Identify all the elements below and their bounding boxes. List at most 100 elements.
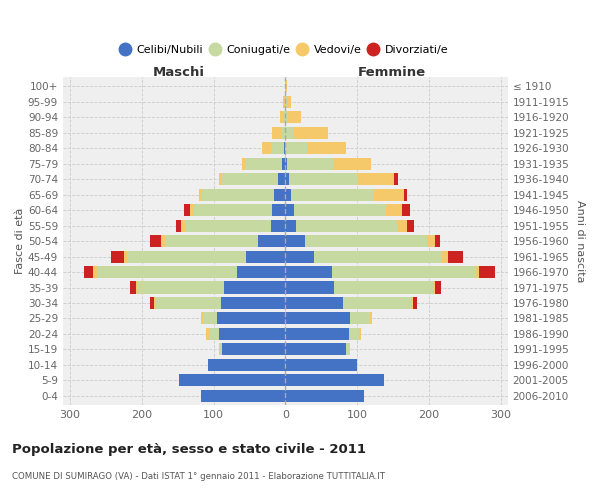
Bar: [222, 173, 278, 185]
Bar: [286, 250, 314, 262]
Bar: [246, 250, 286, 262]
Bar: [346, 344, 350, 355]
Bar: [127, 250, 246, 262]
Bar: [176, 220, 181, 232]
Bar: [224, 282, 286, 294]
Bar: [334, 282, 433, 294]
Bar: [284, 111, 286, 124]
Bar: [476, 266, 479, 278]
Bar: [222, 344, 286, 355]
Bar: [271, 220, 286, 232]
Bar: [286, 344, 346, 355]
Bar: [343, 297, 411, 309]
Text: Popolazione per età, sesso e stato civile - 2011: Popolazione per età, sesso e stato civil…: [12, 442, 366, 456]
Bar: [194, 204, 272, 216]
Bar: [93, 266, 97, 278]
Bar: [436, 282, 441, 294]
Bar: [218, 173, 222, 185]
Bar: [288, 111, 301, 124]
Bar: [286, 126, 294, 139]
Bar: [85, 266, 93, 278]
Bar: [287, 96, 291, 108]
Bar: [314, 250, 442, 262]
Bar: [284, 96, 286, 108]
Bar: [479, 266, 495, 278]
Bar: [357, 173, 394, 185]
Legend: Celibi/Nubili, Coniugati/e, Vedovi/e, Divorziati/e: Celibi/Nubili, Coniugati/e, Vedovi/e, Di…: [118, 40, 453, 60]
Bar: [154, 297, 156, 309]
Bar: [294, 204, 386, 216]
Bar: [221, 297, 286, 309]
Bar: [286, 312, 350, 324]
Bar: [179, 374, 286, 386]
Bar: [350, 312, 370, 324]
Bar: [286, 96, 287, 108]
Bar: [280, 111, 284, 124]
Bar: [258, 235, 286, 247]
Bar: [138, 282, 224, 294]
Bar: [296, 220, 397, 232]
Bar: [217, 312, 286, 324]
Bar: [236, 266, 286, 278]
Bar: [208, 359, 286, 371]
Bar: [220, 328, 286, 340]
Bar: [286, 188, 291, 200]
Bar: [274, 188, 286, 200]
Bar: [413, 297, 416, 309]
Bar: [165, 235, 258, 247]
Bar: [286, 390, 364, 402]
Bar: [334, 158, 371, 170]
Bar: [190, 204, 194, 216]
Bar: [200, 390, 286, 402]
Bar: [185, 220, 271, 232]
Bar: [349, 328, 359, 340]
Bar: [448, 250, 463, 262]
Bar: [97, 266, 236, 278]
Bar: [202, 188, 274, 200]
Bar: [442, 250, 448, 262]
Bar: [156, 297, 221, 309]
Bar: [394, 173, 398, 185]
Bar: [262, 142, 271, 154]
Bar: [386, 204, 401, 216]
Bar: [282, 158, 286, 170]
Bar: [161, 235, 165, 247]
Bar: [286, 297, 343, 309]
Bar: [151, 235, 161, 247]
Bar: [284, 142, 286, 154]
Bar: [278, 173, 286, 185]
Bar: [151, 297, 154, 309]
Bar: [286, 266, 332, 278]
Bar: [401, 204, 410, 216]
Bar: [427, 235, 434, 247]
Bar: [286, 282, 334, 294]
Bar: [433, 282, 436, 294]
Bar: [130, 282, 136, 294]
Bar: [286, 204, 294, 216]
Bar: [374, 188, 404, 200]
Bar: [286, 359, 357, 371]
Bar: [286, 374, 385, 386]
Bar: [305, 235, 427, 247]
Bar: [286, 328, 349, 340]
Bar: [291, 188, 374, 200]
Text: Maschi: Maschi: [152, 66, 205, 78]
Bar: [286, 235, 305, 247]
Bar: [286, 173, 289, 185]
Bar: [209, 328, 220, 340]
Bar: [332, 266, 476, 278]
Bar: [370, 312, 372, 324]
Bar: [271, 142, 284, 154]
Bar: [246, 158, 282, 170]
Bar: [200, 312, 203, 324]
Bar: [287, 158, 334, 170]
Bar: [286, 158, 287, 170]
Bar: [206, 328, 209, 340]
Bar: [111, 250, 124, 262]
Text: Femmine: Femmine: [358, 66, 426, 78]
Bar: [407, 220, 414, 232]
Bar: [397, 220, 407, 232]
Bar: [184, 204, 190, 216]
Bar: [181, 220, 185, 232]
Bar: [289, 173, 357, 185]
